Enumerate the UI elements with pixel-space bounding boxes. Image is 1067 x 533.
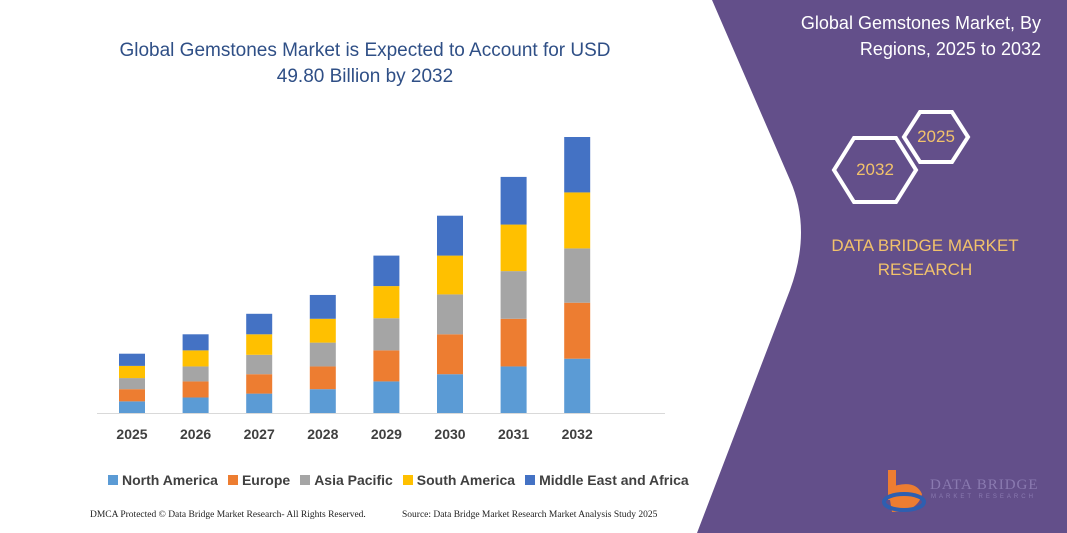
bar-segment-middle-east-and-africa-2028 xyxy=(309,294,336,319)
bar-segment-middle-east-and-africa-2030 xyxy=(437,215,463,256)
chart-title: Global Gemstones Market is Expected to A… xyxy=(119,40,611,87)
hex-label-2032: 2032 xyxy=(856,160,894,179)
bar-segment-north-america-2032 xyxy=(564,358,591,413)
brand-text: DATA BRIDGE MARKET RESEARCH xyxy=(831,236,1019,279)
bar-segment-north-america-2027 xyxy=(246,393,273,413)
bar-segment-south-america-2028 xyxy=(309,318,336,343)
bar-segment-north-america-2031 xyxy=(500,366,527,413)
bar-segment-europe-2031 xyxy=(500,318,527,367)
bar-segment-north-america-2028 xyxy=(309,389,336,413)
bar-segment-middle-east-and-africa-2027 xyxy=(246,313,273,335)
purple-panel xyxy=(697,0,1067,533)
bar-segment-north-america-2025 xyxy=(119,401,145,413)
legend-label: Asia Pacific xyxy=(314,472,393,488)
bar-segment-south-america-2025 xyxy=(119,365,145,379)
bar-segment-asia-pacific-2026 xyxy=(182,366,209,382)
legend-label: North America xyxy=(122,472,218,488)
legend-label: Europe xyxy=(241,472,291,488)
legend-item: Europe xyxy=(227,472,291,488)
footer-source: Source: Data Bridge Market Research Mark… xyxy=(402,510,658,520)
legend-label: Middle East and Africa xyxy=(539,472,689,488)
bar-segment-europe-2032 xyxy=(564,302,591,359)
bar-segment-europe-2029 xyxy=(373,350,400,382)
bar-segment-asia-pacific-2032 xyxy=(564,248,591,303)
x-tick-label: 2025 xyxy=(116,426,147,442)
x-tick-label: 2032 xyxy=(562,426,593,442)
bar-segment-middle-east-and-africa-2029 xyxy=(373,255,400,287)
bar-segment-europe-2028 xyxy=(309,366,336,390)
logo-text: DATA BRIDGE xyxy=(930,477,1039,493)
data-bridge-logo-icon xyxy=(882,470,926,512)
legend-swatch xyxy=(108,475,118,485)
bar-segment-south-america-2032 xyxy=(564,192,591,249)
bar-segment-europe-2026 xyxy=(182,381,209,398)
legend-swatch xyxy=(525,475,536,485)
bar-segment-europe-2027 xyxy=(246,374,273,394)
x-tick-label: 2027 xyxy=(244,426,275,442)
bar-segment-south-america-2027 xyxy=(246,334,273,355)
legend-swatch xyxy=(300,475,311,485)
bar-segment-europe-2025 xyxy=(119,389,145,402)
legend-swatch xyxy=(227,475,238,485)
legend-item: Middle East and Africa xyxy=(525,472,689,488)
bar-segment-asia-pacific-2027 xyxy=(246,354,273,375)
legend-label: South America xyxy=(416,472,516,488)
bar-segment-asia-pacific-2025 xyxy=(119,378,145,390)
hex-label-2025: 2025 xyxy=(917,127,955,146)
bar-segment-south-america-2026 xyxy=(182,350,209,367)
bar-segment-north-america-2029 xyxy=(373,381,400,413)
bar-segment-south-america-2031 xyxy=(500,224,527,272)
bar-segment-south-america-2030 xyxy=(437,255,463,295)
footer-copyright: DMCA Protected © Data Bridge Market Rese… xyxy=(90,510,366,520)
bar-segment-north-america-2026 xyxy=(182,397,209,413)
logo-subtext: MARKET RESEARCH xyxy=(931,494,1036,500)
legend-item: South America xyxy=(402,472,516,488)
x-tick-label: 2029 xyxy=(371,426,402,442)
bar-segment-middle-east-and-africa-2025 xyxy=(119,353,145,366)
hex-2032 xyxy=(831,136,919,204)
legend: North America Europe Asia Pacific South … xyxy=(108,472,689,488)
bar-segment-middle-east-and-africa-2032 xyxy=(564,137,591,193)
bar-segment-middle-east-and-africa-2026 xyxy=(182,334,209,351)
bar-segment-middle-east-and-africa-2031 xyxy=(500,176,527,225)
x-tick-label: 2031 xyxy=(498,426,529,442)
x-tick-label: 2030 xyxy=(434,426,465,442)
panel-title: Global Gemstones Market, By Regions, 202… xyxy=(800,13,1041,59)
bar-segment-asia-pacific-2029 xyxy=(373,318,400,351)
x-tick-label: 2028 xyxy=(307,426,338,442)
x-tick-label: 2026 xyxy=(180,426,211,442)
legend-item: Asia Pacific xyxy=(300,472,393,488)
bar-segment-asia-pacific-2031 xyxy=(500,271,527,319)
hex-2025 xyxy=(901,110,971,164)
bar-segment-asia-pacific-2030 xyxy=(437,294,463,335)
bar-segment-asia-pacific-2028 xyxy=(309,342,336,367)
bar-segment-south-america-2029 xyxy=(373,286,400,319)
bar-segment-north-america-2030 xyxy=(437,374,463,413)
legend-swatch xyxy=(402,475,413,485)
legend-item: North America xyxy=(108,472,218,488)
bar-segment-europe-2030 xyxy=(437,334,463,375)
